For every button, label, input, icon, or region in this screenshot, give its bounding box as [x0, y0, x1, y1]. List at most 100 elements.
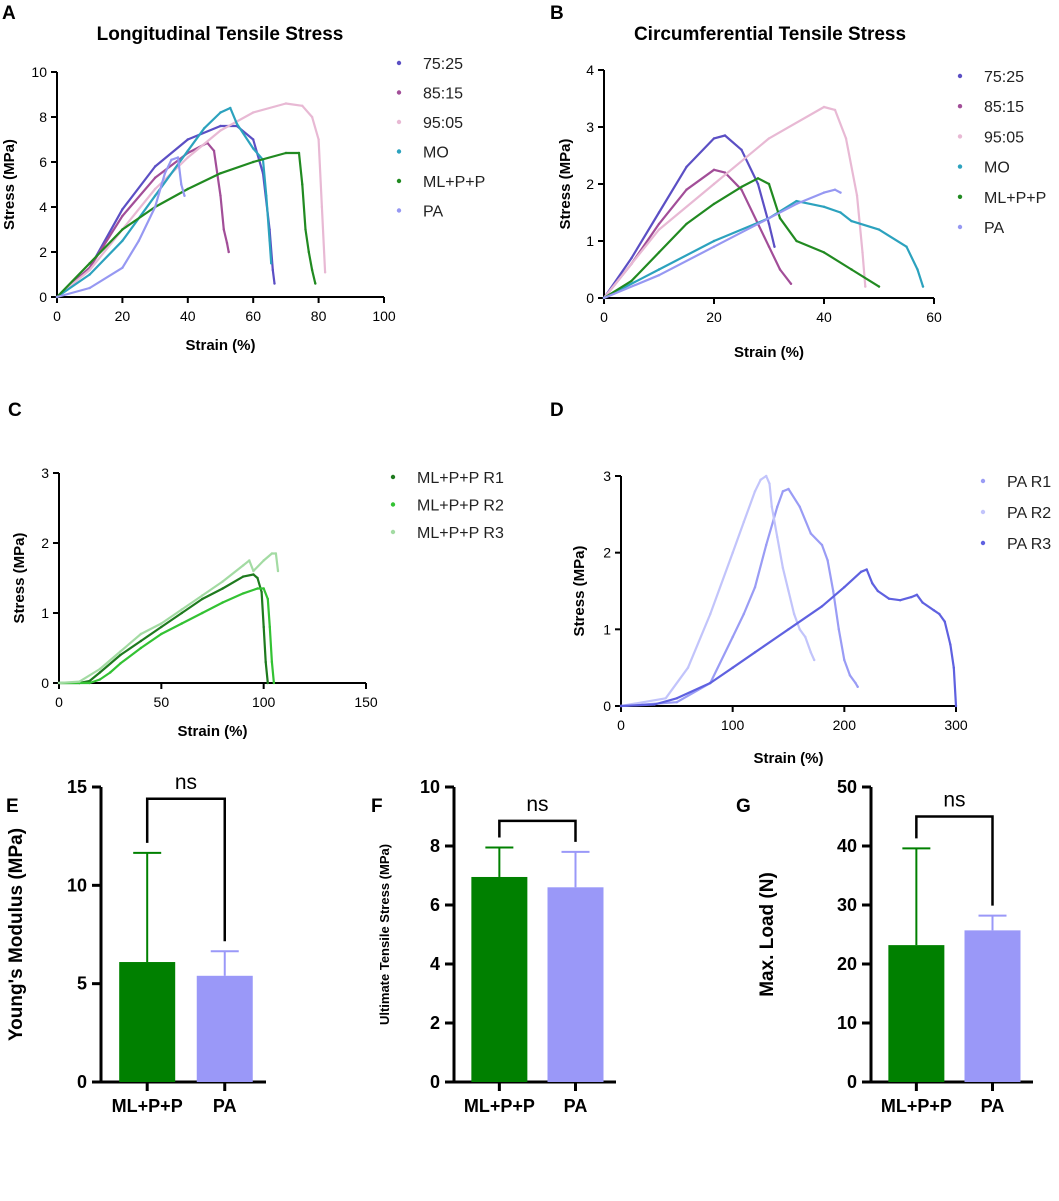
bar-ml-p-p: [888, 945, 945, 1082]
panel-label-g: G: [736, 796, 751, 817]
series-line-ml-p-p-r3: [57, 552, 280, 685]
panel-label-b: B: [550, 3, 564, 24]
data-point-85-15: [222, 228, 225, 231]
data-point-pa-r3: [731, 666, 734, 669]
data-point-pa-r1: [798, 505, 801, 508]
data-point-ml-p-p-r1: [256, 576, 259, 580]
legend-marker-95-05: [396, 119, 402, 125]
data-point-pa: [839, 191, 842, 194]
data-point-mo: [153, 194, 157, 197]
data-point-ml-p-p-r2: [119, 662, 122, 665]
data-point-85-15: [225, 241, 229, 245]
chart-title: Longitudinal Tensile Stress: [97, 24, 344, 45]
data-point-pa-r3: [753, 651, 757, 654]
data-point-ml-p-p-r2: [266, 597, 269, 601]
chart-ml-p-p-replicates: 0 50 100 150 0 1 2 3 Strain (%) Stress (MPa) ML+P+…: [11, 465, 504, 740]
data-point-pa: [163, 172, 167, 175]
data-point-75-25: [252, 138, 255, 141]
data-point-75-25: [657, 211, 661, 214]
bar-pa: [196, 975, 253, 1082]
data-point-pa-r3: [910, 595, 913, 599]
data-point-ml-p-p-r3: [180, 608, 183, 611]
data-point-pa-r3: [843, 586, 846, 589]
data-point-95-05: [864, 285, 867, 288]
data-point-pa-r2: [768, 482, 771, 485]
legend-label-ml-p-p: ML+P+P: [423, 174, 485, 191]
data-point-pa-r3: [952, 666, 955, 669]
data-point-pa-r3: [653, 703, 656, 706]
data-point-pa: [55, 295, 59, 299]
bar-ml-p-p: [119, 962, 176, 1082]
data-point-ml-p-p-r1: [252, 573, 255, 576]
legend-marker-mo: [957, 164, 963, 169]
data-point-75-25: [219, 124, 222, 128]
chart-circumferential-tensile-stress: Circumferential Tensile Stress 0 20 40 60 0 1 2…: [557, 24, 1046, 361]
data-point-mo: [186, 149, 189, 152]
data-point-ml-p-p-r2: [270, 660, 274, 664]
x-tick-label: 0: [53, 308, 61, 324]
data-point-pa-r1: [675, 701, 678, 704]
y-tick-label: 3: [603, 468, 611, 484]
data-point-pa-r2: [776, 536, 779, 539]
y-tick-label: 2: [603, 545, 611, 561]
data-point-ml-p-p-r3: [139, 632, 143, 636]
data-point-95-05: [855, 194, 859, 197]
data-point-mo: [252, 147, 255, 150]
data-point-pa-r1: [832, 589, 835, 593]
data-point-ml-p-p-r2: [201, 611, 204, 615]
data-point-pa-r3: [820, 605, 824, 608]
data-point-mo: [850, 219, 853, 223]
data-point-75-25: [756, 182, 760, 186]
data-point-pa: [176, 156, 180, 159]
y-tick-label: 6: [430, 895, 440, 915]
x-tick-label: 0: [600, 309, 608, 325]
data-point-pa-r3: [859, 570, 863, 573]
data-point-pa-r2: [709, 612, 712, 616]
data-point-pa-r2: [742, 520, 745, 524]
data-point-95-05: [323, 271, 327, 274]
y-tick-label: 0: [847, 1072, 857, 1092]
data-point-ml-p-p-r3: [119, 650, 122, 653]
data-point-85-15: [121, 214, 124, 218]
chart-ultimate-tensile-stress: 0 2 4 6 8 10 Ultimate Tensile Stress (MPa) ML+P…: [377, 777, 616, 1116]
data-point-pa: [657, 274, 661, 277]
data-point-95-05: [88, 268, 91, 272]
data-point-ml-p-p: [685, 222, 688, 226]
data-point-ml-p-p: [88, 262, 91, 265]
legend-marker-ml-p-p: [957, 194, 963, 199]
data-point-pa-r2: [804, 635, 807, 639]
data-point-pa-r2: [798, 628, 801, 631]
legend-label-ml-p-p-r1: ML+P+P R1: [417, 470, 504, 487]
significance-bracket: [498, 819, 577, 842]
data-point-pa: [170, 158, 173, 161]
data-point-pa: [795, 202, 798, 206]
data-point-ml-p-p-r1: [260, 590, 263, 594]
series-line-mo: [55, 106, 273, 299]
chart-longitudinal-tensile-stress: Longitudinal Tensile Stress 0 20 40 60 80 100 0…: [1, 24, 485, 354]
data-point-ml-p-p: [822, 251, 826, 254]
data-point-ml-p-p-r1: [88, 679, 91, 683]
data-point-ml-p-p: [756, 177, 760, 180]
data-point-ml-p-p-r3: [262, 559, 265, 562]
data-point-pa-r3: [871, 582, 874, 585]
data-point-mo: [795, 199, 798, 203]
data-point-pa: [153, 205, 157, 209]
data-point-ml-p-p-r1: [266, 681, 269, 685]
x-tick-label: 150: [354, 694, 378, 710]
data-point-85-15: [685, 188, 688, 191]
bar-pa: [547, 887, 604, 1082]
data-point-mo: [235, 122, 239, 126]
data-point-mo: [268, 239, 271, 242]
data-point-pa-r1: [843, 658, 846, 662]
data-point-ml-p-p-r3: [242, 564, 245, 567]
y-tick-label: 1: [586, 233, 594, 249]
y-tick-label: 4: [39, 199, 47, 215]
x-tick-label: 80: [311, 308, 327, 324]
y-tick-label: 0: [77, 1072, 87, 1092]
data-point-ml-p-p-r2: [221, 601, 224, 604]
data-point-pa: [833, 188, 837, 191]
data-point-75-25: [723, 134, 727, 137]
data-point-pa-r3: [619, 704, 623, 708]
data-point-85-15: [153, 176, 157, 179]
